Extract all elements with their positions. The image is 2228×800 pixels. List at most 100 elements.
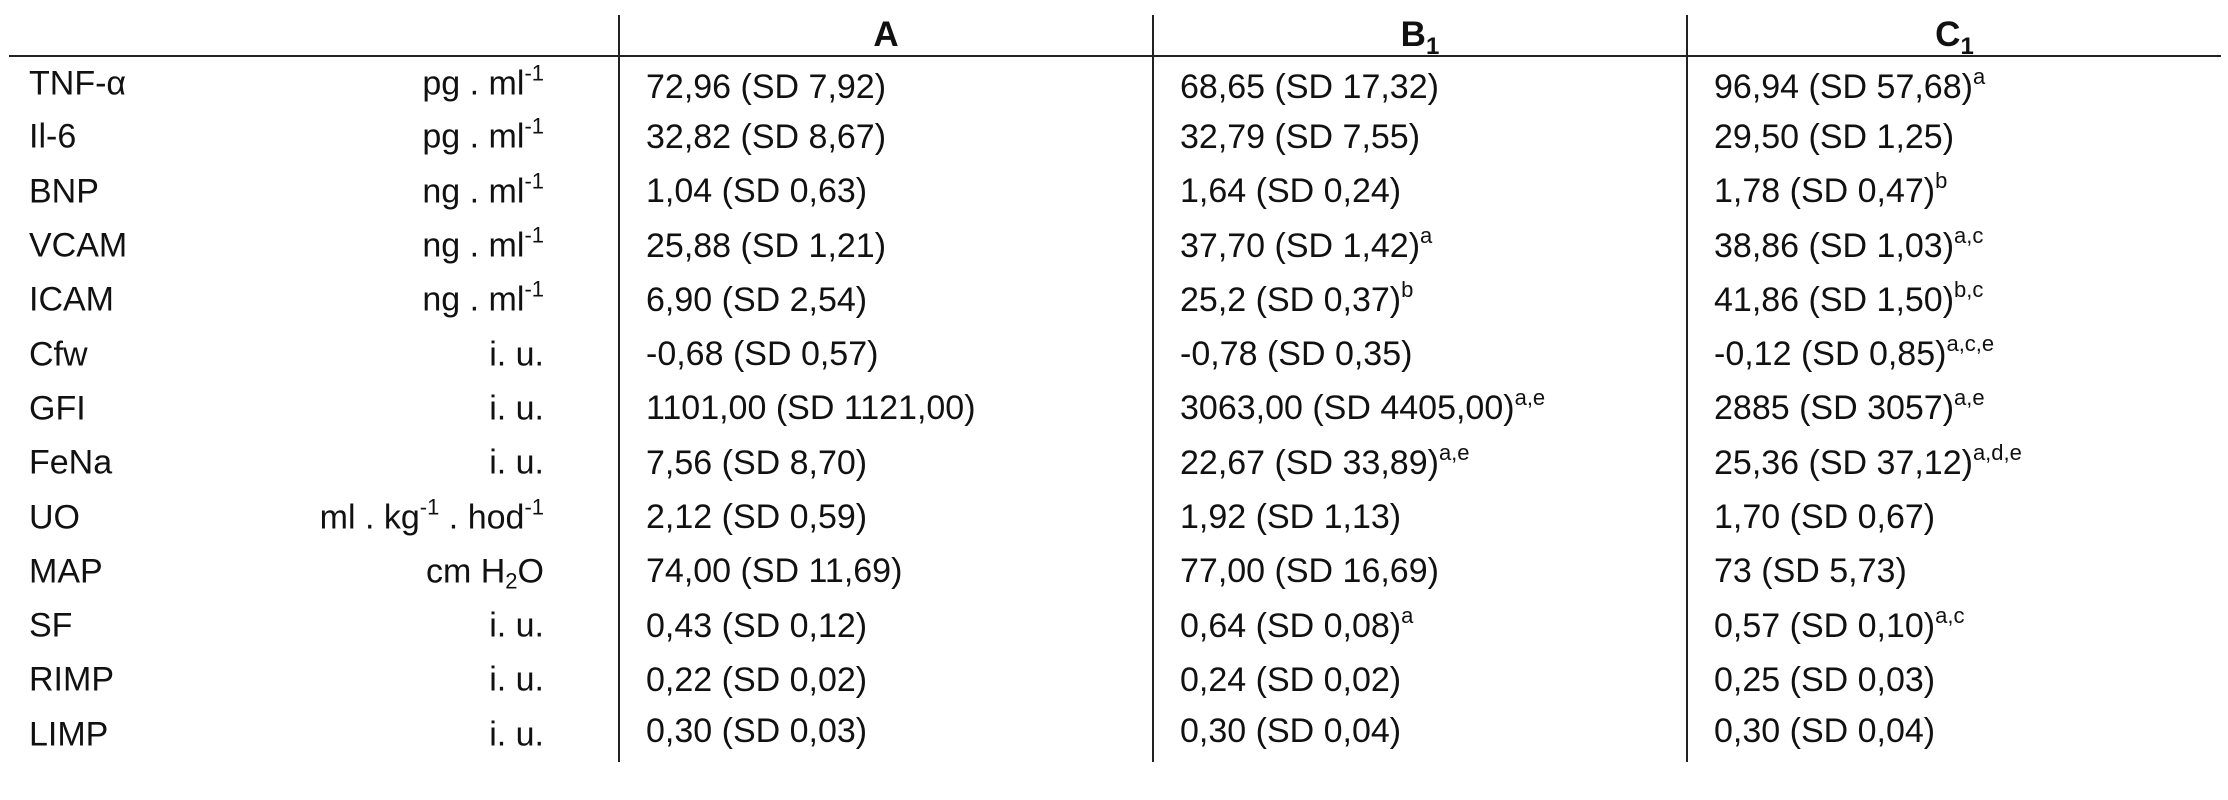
value-text: 22,67 (SD 33,89) — [1180, 443, 1439, 482]
value-text: 29,50 (SD 1,25) — [1714, 117, 1955, 156]
value-cell-c1: 2885 (SD 3057)a,e — [1686, 381, 2221, 437]
value-text: 41,86 (SD 1,50) — [1714, 280, 1955, 319]
header-col-b-label: B — [1400, 15, 1426, 54]
unit-text: pg . ml — [422, 64, 525, 103]
unit-exponent: -1 — [524, 113, 544, 139]
unit-text: ml . kg — [319, 498, 420, 537]
parameter-unit: pg . ml-1 — [422, 115, 544, 157]
table-row: UO ml . kg-1 . hod-1 2,12 (SD 0,59) 1,92 (S… — [9, 490, 2221, 545]
value-cell-a: 1,04 (SD 0,63) — [618, 164, 1153, 219]
value-text: 37,70 (SD 1,42) — [1180, 226, 1421, 265]
value-cell-b1: 1,92 (SD 1,13) — [1152, 490, 1687, 545]
value-cell-b1: 32,79 (SD 7,55) — [1152, 110, 1687, 165]
header-col-c-subscript: 1 — [1960, 33, 1974, 60]
unit-text: i. u. — [489, 335, 544, 374]
parameter-cell: GFI i. u. — [9, 382, 619, 436]
unit-text: i. u. — [489, 389, 544, 428]
value-text: -0,78 (SD 0,35) — [1180, 335, 1413, 374]
unit-text: i. u. — [489, 715, 544, 754]
unit-exponent: -1 — [524, 276, 544, 302]
parameter-cell: FeNa i. u. — [9, 436, 619, 490]
unit-exponent: -1 — [524, 60, 544, 86]
header-parameter — [9, 15, 619, 57]
value-text: 0,30 (SD 0,04) — [1714, 712, 1936, 751]
unit-text: ng . ml — [422, 172, 525, 211]
value-cell-c1: -0,12 (SD 0,85)a,c,e — [1686, 327, 2221, 382]
value-cell-b1: -0,78 (SD 0,35) — [1152, 327, 1687, 382]
parameter-unit: i. u. — [489, 444, 544, 483]
table-row: Il-6 pg . ml-1 32,82 (SD 8,67) 32,79 (SD 7,… — [9, 110, 2221, 165]
parameter-cell: MAP cm H2O — [9, 545, 619, 599]
value-text: 72,96 (SD 7,92) — [646, 68, 887, 107]
unit-exponent: -1 — [419, 494, 440, 520]
parameter-name: Il-6 — [29, 117, 77, 156]
parameter-unit: ml . kg-1 . hod-1 — [319, 496, 544, 537]
value-text: 1,92 (SD 1,13) — [1180, 498, 1402, 537]
table-row: MAP cm H2O 74,00 (SD 11,69) 77,00 (SD 16,69… — [9, 544, 2221, 599]
value-text: 0,30 (SD 0,04) — [1180, 712, 1402, 751]
parameter-name: ICAM — [29, 280, 114, 319]
value-text: -0,68 (SD 0,57) — [646, 335, 879, 374]
parameter-name: GFI — [29, 389, 86, 428]
significance-marker: b — [1401, 276, 1414, 302]
value-text: 1,04 (SD 0,63) — [646, 172, 868, 211]
parameter-name: MAP — [29, 552, 103, 591]
value-text: 2885 (SD 3057) — [1714, 389, 1955, 428]
unit-text: pg . ml — [422, 117, 525, 156]
value-text: 1,78 (SD 0,47) — [1714, 172, 1936, 211]
value-cell-a: 1101,00 (SD 1121,00) — [618, 381, 1153, 437]
table-row: Cfw i. u. -0,68 (SD 0,57) -0,78 (SD 0,35) -0… — [9, 327, 2221, 382]
value-cell-a: 7,56 (SD 8,70) — [618, 436, 1153, 491]
value-text: 73 (SD 5,73) — [1714, 552, 1907, 591]
parameter-unit: pg . ml-1 — [422, 62, 544, 103]
parameter-name: FeNa — [29, 443, 113, 482]
unit-exponent: -1 — [524, 494, 544, 520]
value-text: 32,79 (SD 7,55) — [1180, 117, 1421, 156]
value-cell-a: 6,90 (SD 2,54) — [618, 273, 1153, 328]
value-text: 32,82 (SD 8,67) — [646, 117, 887, 156]
significance-marker: a,e — [1438, 439, 1470, 465]
value-text: 0,43 (SD 0,12) — [646, 606, 868, 645]
table-row: TNF-α pg . ml-1 72,96 (SD 7,92) 68,65 (SD 1… — [9, 56, 2221, 111]
parameter-cell: TNF-α pg . ml-1 — [9, 56, 619, 110]
table-row: ICAM ng . ml-1 6,90 (SD 2,54) 25,2 (SD 0,37… — [9, 273, 2221, 328]
value-cell-b1: 0,24 (SD 0,02) — [1152, 653, 1687, 708]
value-cell-c1: 29,50 (SD 1,25) — [1686, 110, 2221, 165]
value-cell-c1: 41,86 (SD 1,50)b,c — [1686, 273, 2221, 328]
value-text: -0,12 (SD 0,85) — [1714, 335, 1947, 374]
unit-text: i. u. — [489, 443, 544, 482]
value-cell-c1: 25,36 (SD 37,12)a,d,e — [1686, 436, 2221, 491]
value-text: 0,64 (SD 0,08) — [1180, 606, 1402, 645]
value-cell-c1: 73 (SD 5,73) — [1686, 544, 2221, 599]
parameter-name: Cfw — [29, 335, 88, 374]
value-cell-c1: 0,25 (SD 0,03) — [1686, 653, 2221, 708]
parameter-cell: SF i. u. — [9, 599, 619, 653]
unit-text: O — [517, 552, 544, 591]
parameter-unit: cm H2O — [426, 552, 544, 594]
significance-marker: a,d,e — [1972, 439, 2022, 465]
value-cell-c1: 1,70 (SD 0,67) — [1686, 490, 2221, 545]
header-col-c1: C1 — [1686, 15, 2221, 59]
value-text: 1,70 (SD 0,67) — [1714, 498, 1936, 537]
value-text: 7,56 (SD 8,70) — [646, 443, 868, 482]
table-row: GFI i. u. 1101,00 (SD 1121,00) 3063,00 (SD … — [9, 381, 2221, 437]
value-cell-b1: 0,64 (SD 0,08)a — [1152, 598, 1687, 654]
header-row: A B1 C1 — [9, 15, 2221, 59]
value-cell-b1: 3063,00 (SD 4405,00)a,e — [1152, 381, 1687, 437]
value-cell-a: 32,82 (SD 8,67) — [618, 110, 1153, 165]
value-cell-b1: 1,64 (SD 0,24) — [1152, 164, 1687, 219]
unit-subscript: 2 — [505, 568, 518, 594]
value-text: 0,30 (SD 0,03) — [646, 712, 868, 751]
header-col-a-label: A — [873, 15, 899, 54]
table-row: VCAM ng . ml-1 25,88 (SD 1,21) 37,70 (SD 1,… — [9, 218, 2221, 274]
significance-marker: a — [1401, 602, 1414, 628]
value-text: 0,25 (SD 0,03) — [1714, 660, 1936, 699]
value-cell-c1: 96,94 (SD 57,68)a — [1686, 56, 2221, 111]
unit-text: i. u. — [489, 660, 544, 699]
value-cell-a: 0,43 (SD 0,12) — [618, 598, 1153, 654]
value-cell-a: 0,22 (SD 0,02) — [618, 653, 1153, 708]
parameter-name: VCAM — [29, 226, 128, 265]
parameter-cell: VCAM ng . ml-1 — [9, 219, 619, 273]
table-row: FeNa i. u. 7,56 (SD 8,70) 22,67 (SD 33,89)a… — [9, 436, 2221, 491]
header-col-b-subscript: 1 — [1425, 33, 1440, 60]
